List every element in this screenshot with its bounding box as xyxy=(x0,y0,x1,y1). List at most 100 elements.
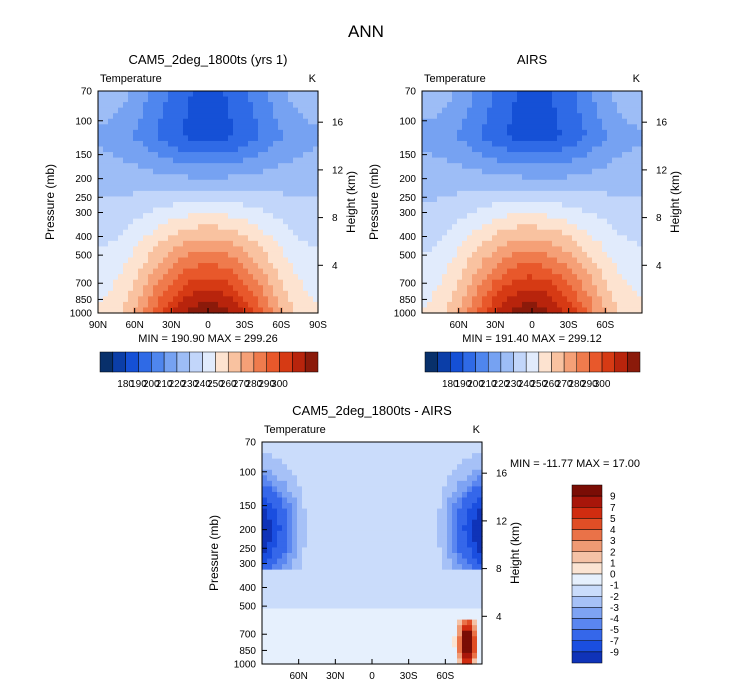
field-cell xyxy=(218,202,224,209)
field-cell xyxy=(288,240,294,247)
field-cell xyxy=(347,469,353,476)
field-cell xyxy=(193,129,199,136)
field-cell xyxy=(292,625,298,632)
field-cell xyxy=(367,525,373,532)
field-cell xyxy=(372,569,378,576)
field-cell xyxy=(198,229,204,236)
field-cell xyxy=(148,163,154,170)
field-cell xyxy=(283,190,289,198)
field-cell xyxy=(412,608,418,615)
field-cell xyxy=(98,118,104,125)
field-cell xyxy=(517,251,523,259)
field-cell xyxy=(497,213,503,220)
field-cell xyxy=(342,491,348,499)
field-cell xyxy=(108,290,114,297)
field-cell xyxy=(392,641,398,648)
field-cell xyxy=(268,196,274,203)
field-cell xyxy=(342,553,348,560)
field-cell xyxy=(387,514,393,521)
field-cell xyxy=(308,107,314,114)
field-cell xyxy=(442,157,448,164)
field-cell xyxy=(457,124,463,131)
field-cell xyxy=(208,179,214,186)
field-cell xyxy=(198,129,204,136)
field-cell xyxy=(517,224,523,231)
field-cell xyxy=(292,630,298,637)
field-cell xyxy=(432,658,438,665)
field-cell xyxy=(617,213,623,220)
field-cell xyxy=(288,179,294,186)
field-cell xyxy=(637,229,643,236)
field-cell xyxy=(322,447,328,454)
field-cell xyxy=(432,486,438,493)
field-cell xyxy=(427,202,433,209)
field-cell xyxy=(477,263,483,270)
field-cell xyxy=(308,152,314,159)
field-cell xyxy=(437,235,443,242)
field-cell xyxy=(552,91,558,98)
field-cell xyxy=(302,625,308,632)
field-cell xyxy=(277,641,283,648)
field-cell xyxy=(447,290,453,297)
field-cell xyxy=(387,519,393,526)
field-cell xyxy=(273,179,279,186)
field-cell xyxy=(103,179,109,186)
field-cell xyxy=(283,202,289,209)
field-cell xyxy=(522,118,528,125)
field-cell xyxy=(522,263,528,270)
field-cell xyxy=(402,480,408,487)
field-cell xyxy=(298,285,304,292)
field-cell xyxy=(213,163,219,170)
field-cell xyxy=(412,630,418,637)
field-cell xyxy=(412,625,418,632)
field-cell xyxy=(392,647,398,654)
field-cell xyxy=(612,285,618,292)
field-cell xyxy=(542,174,548,181)
field-cell xyxy=(292,641,298,648)
field-cell xyxy=(312,553,318,560)
field-cell xyxy=(437,475,443,482)
field-cell xyxy=(462,190,468,198)
field-cell xyxy=(138,235,144,242)
field-cell xyxy=(562,257,568,264)
field-cell xyxy=(303,157,309,164)
field-cell xyxy=(238,135,244,142)
field-cell xyxy=(437,569,443,576)
field-cell xyxy=(607,174,613,181)
field-cell xyxy=(158,307,164,314)
field-cell xyxy=(622,140,628,148)
field-cell xyxy=(272,469,278,476)
field-cell xyxy=(547,307,553,314)
field-cell xyxy=(417,597,423,604)
field-cell xyxy=(512,224,518,231)
field-cell xyxy=(123,129,129,136)
field-cell xyxy=(243,185,249,192)
field-cell xyxy=(472,207,478,214)
field-cell xyxy=(118,179,124,186)
field-cell xyxy=(522,152,528,159)
field-cell xyxy=(332,614,338,621)
field-cell xyxy=(427,591,433,598)
field-cell xyxy=(248,179,254,186)
field-cell xyxy=(372,541,378,549)
field-cell xyxy=(272,508,278,515)
field-cell xyxy=(347,491,353,499)
field-cell xyxy=(277,480,283,487)
field-cell xyxy=(292,636,298,643)
field-cell xyxy=(502,185,508,192)
field-cell xyxy=(437,608,443,615)
field-cell xyxy=(627,290,633,297)
field-cell xyxy=(592,157,598,164)
field-cell xyxy=(238,235,244,242)
field-cell xyxy=(153,202,159,209)
field-cell xyxy=(103,207,109,214)
field-cell xyxy=(158,263,164,270)
field-cell xyxy=(158,240,164,247)
field-cell xyxy=(297,580,303,587)
field-cell xyxy=(442,129,448,136)
field-cell xyxy=(113,146,119,153)
field-cell xyxy=(592,174,598,181)
field-cell xyxy=(347,619,353,626)
field-cell xyxy=(552,229,558,236)
field-cell xyxy=(627,168,633,175)
